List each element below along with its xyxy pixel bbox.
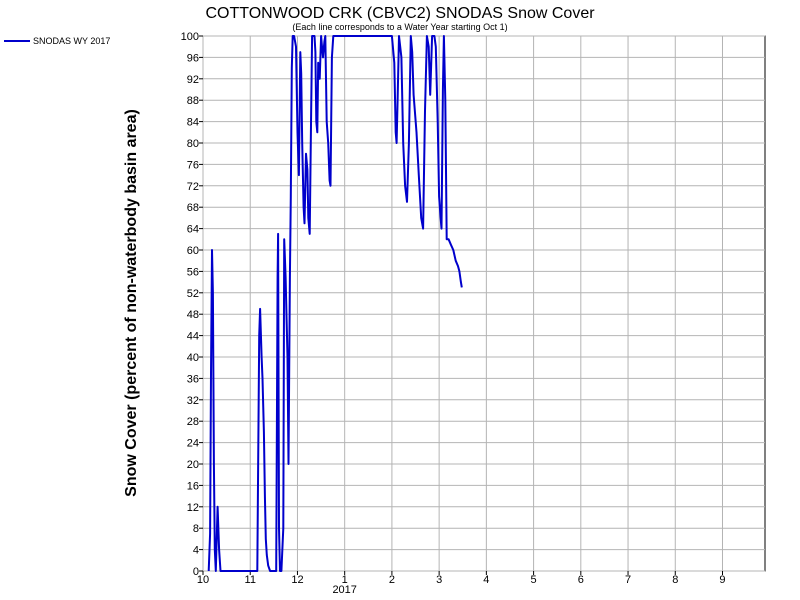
grid <box>202 35 765 572</box>
y-tick-label: 60 <box>187 245 199 257</box>
x-tick-label: 1 <box>342 574 348 586</box>
y-tick-label: 36 <box>187 373 199 385</box>
y-tick-label: 88 <box>187 95 199 107</box>
y-axis-label: Snow Cover (percent of non-waterbody bas… <box>123 109 140 497</box>
y-tick-label: 92 <box>187 74 199 86</box>
y-tick-label: 64 <box>187 224 199 236</box>
y-tick-label: 28 <box>187 416 199 428</box>
x-tick-label: 9 <box>719 574 725 586</box>
y-tick-label: 84 <box>187 117 199 129</box>
y-tick-label: 56 <box>187 266 199 278</box>
y-tick-label: 76 <box>187 159 199 171</box>
y-tick-label: 72 <box>187 181 199 193</box>
y-tick-label: 24 <box>187 438 199 450</box>
series-layer <box>207 35 463 572</box>
series-line-wy2017 <box>207 35 463 572</box>
legend-label: SNODAS WY 2017 <box>33 36 110 46</box>
x-tick-label: 12 <box>291 574 303 586</box>
chart-title: COTTONWOOD CRK (CBVC2) SNODAS Snow Cover <box>205 5 595 22</box>
y-tick-label: 80 <box>187 138 199 150</box>
y-axis-ticks: 0481216202428323640444852566064687276808… <box>181 31 203 578</box>
y-tick-label: 40 <box>187 352 199 364</box>
plot-area <box>202 35 766 572</box>
y-tick-label: 8 <box>193 523 199 535</box>
y-tick-label: 100 <box>181 31 199 43</box>
y-tick-label: 4 <box>193 545 199 557</box>
x-tick-label: 8 <box>672 574 678 586</box>
y-tick-label: 96 <box>187 52 199 64</box>
y-tick-label: 16 <box>187 480 199 492</box>
chart-subtitle: (Each line corresponds to a Water Year s… <box>292 22 507 32</box>
y-tick-label: 44 <box>187 331 199 343</box>
legend: SNODAS WY 2017 <box>4 36 110 46</box>
x-tick-label: 6 <box>578 574 584 586</box>
x-tick-label: 5 <box>531 574 537 586</box>
y-tick-label: 32 <box>187 395 199 407</box>
y-tick-label: 12 <box>187 502 199 514</box>
x-tick-label: 2 <box>389 574 395 586</box>
x-tick-label: 4 <box>483 574 489 586</box>
x-tick-label: 10 <box>197 574 209 586</box>
y-tick-label: 68 <box>187 202 199 214</box>
x-tick-label: 7 <box>625 574 631 586</box>
x-tick-year-label: 2017 <box>332 584 356 596</box>
y-tick-label: 48 <box>187 309 199 321</box>
y-tick-label: 0 <box>193 566 199 578</box>
y-tick-label: 20 <box>187 459 199 471</box>
y-tick-label: 52 <box>187 288 199 300</box>
x-tick-label: 3 <box>436 574 442 586</box>
x-tick-label: 11 <box>245 574 256 586</box>
